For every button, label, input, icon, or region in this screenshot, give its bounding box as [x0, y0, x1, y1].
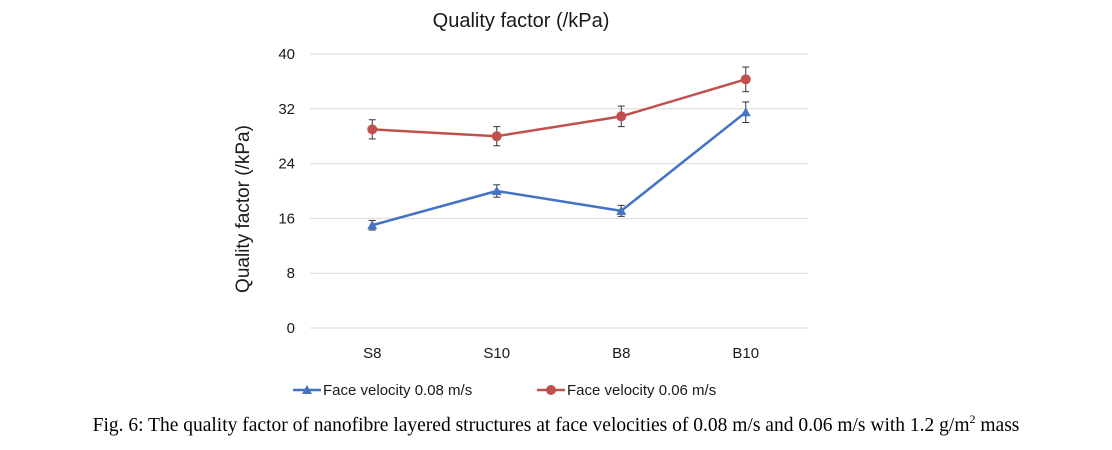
- y-tick-label: 40: [278, 46, 295, 63]
- data-point: [491, 186, 502, 195]
- caption-superscript: 2: [969, 412, 976, 426]
- y-axis-label: Quality factor (/kPa): [233, 125, 254, 293]
- y-tick-label: 16: [278, 210, 295, 227]
- x-tick-label: S10: [483, 345, 510, 362]
- legend-marker: [302, 385, 312, 394]
- y-tick-label: 24: [278, 156, 295, 173]
- series-1: [367, 101, 751, 231]
- legend-label: Face velocity 0.06 m/s: [567, 382, 716, 399]
- data-point: [616, 111, 627, 122]
- legend-label: Face velocity 0.08 m/s: [323, 382, 472, 399]
- y-tick-label: 32: [278, 101, 295, 118]
- legend-item: Face velocity 0.06 m/s: [537, 382, 716, 399]
- series-line: [371, 111, 747, 227]
- data-point: [491, 131, 502, 142]
- data-point: [367, 124, 378, 135]
- data-point: [367, 220, 378, 230]
- x-tick-label: S8: [363, 345, 381, 362]
- y-tick-label: 0: [287, 320, 295, 337]
- legend-marker: [546, 385, 556, 395]
- chart-title: Quality factor (/kPa): [433, 10, 610, 32]
- series-2: [367, 66, 751, 147]
- caption-tail: mass: [975, 415, 1020, 436]
- series-line: [372, 78, 747, 138]
- figure-caption: Fig. 6: The quality factor of nanofibre …: [0, 412, 1112, 437]
- legend: Face velocity 0.08 m/s Face velocity 0.06…: [293, 382, 716, 399]
- data-point: [740, 74, 751, 85]
- data-point: [740, 107, 751, 117]
- y-tick-labels: 0 8 16 24 32 40: [278, 46, 295, 337]
- legend-item: Face velocity 0.08 m/s: [293, 382, 472, 399]
- x-tick-label: B8: [612, 345, 630, 362]
- series-group: [367, 66, 751, 231]
- y-tick-label: 8: [287, 265, 295, 282]
- caption-text: Fig. 6: The quality factor of nanofibre …: [92, 415, 970, 436]
- x-tick-labels: S8 S10 B8 B10: [363, 345, 759, 362]
- chart: Quality factor (/kPa) Quality factor (/k…: [233, 10, 808, 399]
- data-point: [616, 205, 627, 215]
- x-tick-label: B10: [732, 345, 759, 362]
- gridlines: [310, 53, 808, 329]
